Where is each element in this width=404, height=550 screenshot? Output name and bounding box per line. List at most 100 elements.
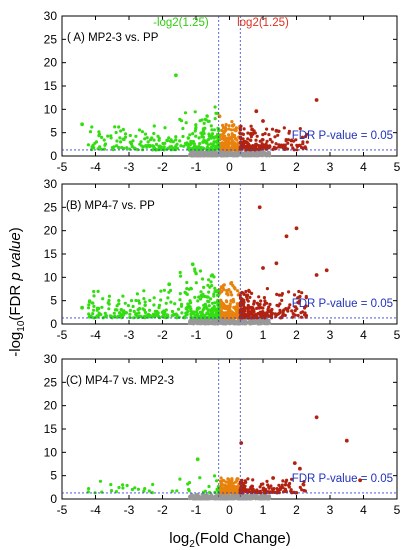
data-point [296,313,300,318]
data-point [119,129,123,133]
data-point [225,288,229,293]
data-point [128,315,132,320]
data-point [287,290,291,294]
data-point [151,482,155,487]
data-point [209,150,213,154]
data-point [224,485,228,489]
data-points [80,73,319,158]
data-point [251,306,255,310]
data-point [166,296,170,300]
data-point [257,295,261,299]
fc-positive-label: log2(1.25) [237,17,289,29]
data-point [358,478,362,483]
data-point [198,119,202,123]
data-point [205,140,209,144]
data-point [258,312,262,316]
data-point [275,303,279,307]
data-point [235,490,239,494]
data-point [201,312,205,317]
x-tick-label: 1 [260,503,267,517]
data-point [198,476,202,480]
y-tick-label: 20 [44,399,58,413]
x-tick-label: -2 [157,328,168,342]
data-point [179,274,183,278]
data-point [205,295,210,299]
y-tick-label: 20 [44,56,58,70]
x-tick-label: -1 [191,328,202,342]
data-point [252,318,256,322]
data-point [226,152,230,156]
data-point [104,314,108,318]
data-point [221,478,225,482]
data-point [162,288,166,292]
data-point [264,142,268,146]
data-point [263,299,267,303]
data-point [246,316,250,320]
data-point [207,484,211,489]
data-point [263,316,267,320]
data-point [153,309,157,313]
data-point [290,309,294,313]
data-point [255,134,259,138]
data-point [199,290,203,294]
data-point [190,152,193,156]
data-point [165,313,169,317]
data-point [286,308,290,312]
data-point [245,152,249,156]
data-point [156,134,160,138]
data-point [267,305,271,309]
data-point [197,136,201,140]
data-point [267,133,271,137]
data-point [111,148,115,152]
data-point [184,121,188,125]
data-point [220,322,224,326]
data-point [196,299,200,303]
data-point [275,487,279,491]
data-point [298,294,302,299]
data-point [200,135,204,139]
data-point [174,138,178,142]
data-point [246,131,250,135]
data-point [298,299,302,303]
x-tick-label: 3 [327,328,334,342]
data-point [217,154,221,158]
data-point [87,312,91,316]
data-point [246,305,250,309]
data-point [222,283,226,287]
x-tick-label: -1 [191,160,202,174]
panel-3: -5 -4 -3 -2 -1 0 1 2 3 4 5 0 5 10 15 20 25 30 (C) MP4-7 vs… [44,352,401,517]
data-point [264,497,268,501]
data-point [173,302,177,306]
data-point [185,287,189,291]
data-point [219,476,223,480]
data-point [286,141,290,145]
data-point [187,142,191,146]
data-point [123,301,127,305]
data-point [109,483,113,487]
data-point [204,151,208,155]
data-point [297,289,301,294]
data-point [293,305,297,309]
data-point [189,309,193,313]
data-point [117,302,121,306]
data-point [92,304,96,308]
data-point [204,118,208,122]
data-point [284,138,288,142]
data-point [143,137,147,141]
data-point [95,306,99,310]
x-tick-label: -3 [124,328,135,342]
data-point [150,148,155,152]
data-point [133,486,137,490]
data-point [263,152,267,156]
data-point [224,123,228,127]
data-point [237,153,241,157]
data-point [143,303,147,307]
data-point [230,321,234,325]
data-point [284,489,288,494]
data-point [182,144,186,148]
data-point [294,226,299,231]
data-point [273,135,277,139]
data-point [258,485,262,489]
data-point [180,302,184,306]
x-tick-label: 1 [260,160,267,174]
